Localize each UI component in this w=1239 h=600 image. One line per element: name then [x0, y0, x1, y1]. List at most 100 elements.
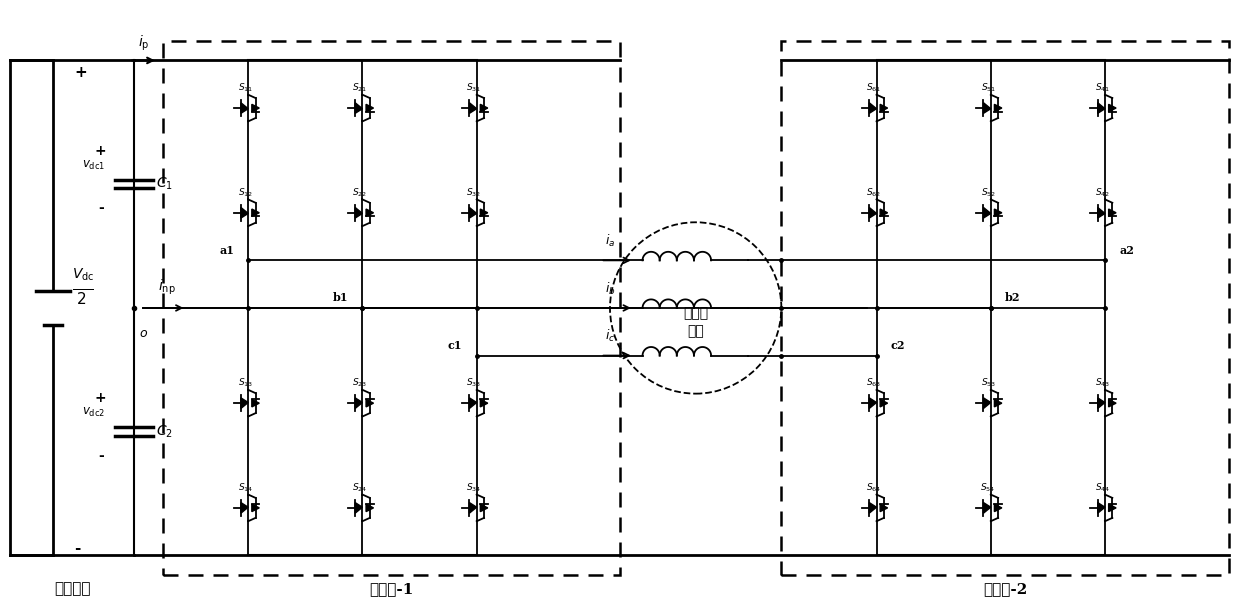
Polygon shape [1109, 104, 1116, 112]
Text: $i_b$: $i_b$ [605, 280, 616, 296]
Polygon shape [870, 103, 876, 113]
Polygon shape [1098, 103, 1105, 113]
Polygon shape [240, 208, 248, 218]
Polygon shape [366, 504, 373, 512]
Text: $i_c$: $i_c$ [605, 328, 615, 344]
Text: a1: a1 [219, 245, 234, 256]
Polygon shape [481, 209, 488, 217]
Text: c2: c2 [891, 340, 906, 351]
Text: +: + [95, 391, 107, 406]
Text: $i_{\mathrm{p}}$: $i_{\mathrm{p}}$ [138, 34, 149, 53]
Text: 逆变器-2: 逆变器-2 [983, 582, 1027, 596]
Polygon shape [366, 104, 373, 112]
Text: +: + [74, 65, 87, 80]
Text: +: + [95, 144, 107, 158]
Text: a2: a2 [1119, 245, 1134, 256]
Text: $C_1$: $C_1$ [156, 176, 172, 193]
Text: $S_{43}$: $S_{43}$ [1095, 377, 1110, 389]
Polygon shape [880, 209, 887, 217]
Polygon shape [356, 208, 363, 218]
Text: $S_{33}$: $S_{33}$ [466, 377, 482, 389]
Polygon shape [995, 504, 1002, 512]
Text: $V_{\mathrm{dc}}$: $V_{\mathrm{dc}}$ [72, 266, 94, 283]
Polygon shape [252, 504, 259, 512]
Polygon shape [356, 503, 363, 513]
Text: $S_{14}$: $S_{14}$ [238, 481, 253, 494]
Text: $S_{53}$: $S_{53}$ [980, 377, 996, 389]
Polygon shape [252, 209, 259, 217]
Polygon shape [1098, 398, 1105, 409]
Polygon shape [984, 503, 991, 513]
Polygon shape [995, 209, 1002, 217]
Text: $S_{13}$: $S_{13}$ [238, 377, 253, 389]
Polygon shape [481, 400, 488, 407]
Text: -: - [98, 449, 104, 463]
Text: 直流母线: 直流母线 [53, 582, 90, 596]
Text: $v_{\mathrm{dc1}}$: $v_{\mathrm{dc1}}$ [82, 158, 105, 172]
Polygon shape [470, 503, 477, 513]
Text: $S_{62}$: $S_{62}$ [866, 186, 881, 199]
Text: $S_{32}$: $S_{32}$ [466, 186, 482, 199]
Text: b2: b2 [1005, 292, 1021, 303]
Polygon shape [880, 104, 887, 112]
Text: $C_2$: $C_2$ [156, 424, 172, 440]
Text: $S_{63}$: $S_{63}$ [866, 377, 881, 389]
Text: $S_{24}$: $S_{24}$ [352, 481, 368, 494]
Polygon shape [356, 103, 363, 113]
Polygon shape [1109, 209, 1116, 217]
Text: -: - [98, 201, 104, 215]
Polygon shape [470, 398, 477, 409]
Polygon shape [252, 400, 259, 407]
Text: $S_{61}$: $S_{61}$ [866, 82, 881, 94]
Text: b1: b1 [333, 292, 348, 303]
Text: $S_{42}$: $S_{42}$ [1095, 186, 1110, 199]
Text: $S_{52}$: $S_{52}$ [980, 186, 996, 199]
Text: $S_{41}$: $S_{41}$ [1095, 82, 1110, 94]
Text: $S_{23}$: $S_{23}$ [352, 377, 368, 389]
Text: $S_{34}$: $S_{34}$ [466, 481, 482, 494]
Text: 开绕组
电机: 开绕组 电机 [683, 306, 709, 338]
Polygon shape [252, 104, 259, 112]
Polygon shape [870, 398, 876, 409]
Text: $S_{11}$: $S_{11}$ [238, 82, 253, 94]
Text: $S_{21}$: $S_{21}$ [352, 82, 368, 94]
Polygon shape [995, 104, 1002, 112]
Polygon shape [1098, 503, 1105, 513]
Text: $i_a$: $i_a$ [605, 233, 615, 249]
Polygon shape [880, 504, 887, 512]
Polygon shape [240, 103, 248, 113]
Polygon shape [984, 208, 991, 218]
Polygon shape [366, 209, 373, 217]
Text: $S_{44}$: $S_{44}$ [1095, 481, 1110, 494]
Text: $o$: $o$ [139, 327, 147, 340]
Polygon shape [1098, 208, 1105, 218]
Text: $S_{51}$: $S_{51}$ [980, 82, 996, 94]
Text: $S_{22}$: $S_{22}$ [352, 186, 367, 199]
Polygon shape [240, 398, 248, 409]
Text: $S_{31}$: $S_{31}$ [466, 82, 482, 94]
Polygon shape [481, 504, 488, 512]
Text: $v_{\mathrm{dc2}}$: $v_{\mathrm{dc2}}$ [82, 406, 105, 419]
Polygon shape [995, 400, 1002, 407]
Text: $S_{54}$: $S_{54}$ [980, 481, 996, 494]
Text: $S_{12}$: $S_{12}$ [238, 186, 253, 199]
Polygon shape [1109, 504, 1116, 512]
Polygon shape [880, 400, 887, 407]
Polygon shape [870, 503, 876, 513]
Polygon shape [984, 398, 991, 409]
Polygon shape [240, 503, 248, 513]
Polygon shape [984, 103, 991, 113]
Text: 逆变器-1: 逆变器-1 [369, 582, 413, 596]
Text: -: - [74, 541, 81, 556]
Polygon shape [366, 400, 373, 407]
Polygon shape [356, 398, 363, 409]
Polygon shape [481, 104, 488, 112]
Text: $\overline{\ 2\ }$: $\overline{\ 2\ }$ [72, 289, 94, 308]
Text: $S_{64}$: $S_{64}$ [866, 481, 882, 494]
Polygon shape [870, 208, 876, 218]
Text: c1: c1 [449, 340, 462, 351]
Polygon shape [470, 103, 477, 113]
Text: $i_{\mathrm{np}}$: $i_{\mathrm{np}}$ [159, 277, 176, 296]
Polygon shape [470, 208, 477, 218]
Polygon shape [1109, 400, 1116, 407]
